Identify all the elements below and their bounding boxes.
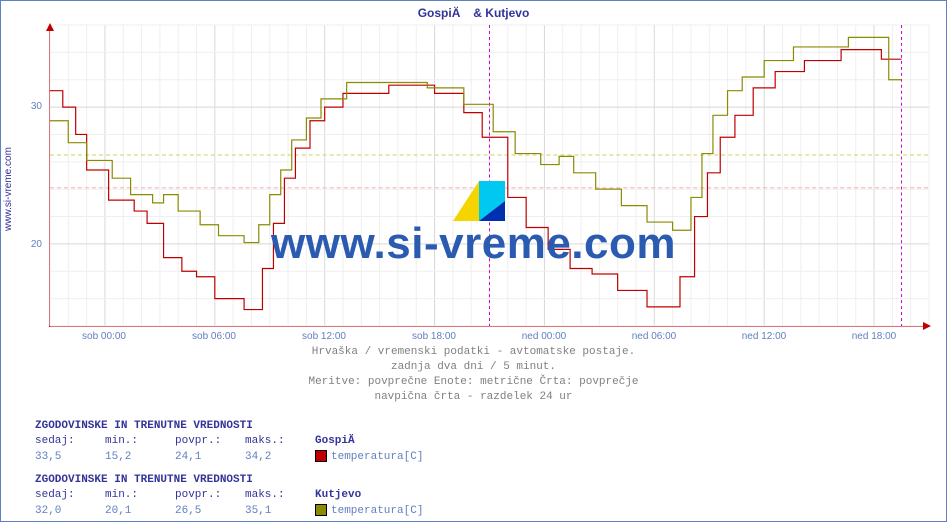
chart-container: www.si-vreme.com GospiÄ & Kutjevo 2030 …	[0, 0, 947, 522]
watermark-logo	[453, 181, 505, 221]
series-name: Kutjevo	[315, 488, 405, 503]
x-tick-label: sob 18:00	[412, 331, 456, 342]
stat-label: maks.:	[245, 488, 315, 503]
chart-plot-area	[49, 25, 929, 327]
stat-label: min.:	[105, 488, 175, 503]
stat-value: 24,1	[175, 450, 245, 465]
stat-label: sedaj:	[35, 434, 105, 449]
stat-value: 35,1	[245, 504, 315, 519]
x-tick-label: ned 00:00	[522, 331, 567, 342]
stats-labels-row: sedaj:min.:povpr.:maks.:GospiÄ	[35, 434, 405, 449]
subtitle-line: navpična črta - razdelek 24 ur	[1, 390, 946, 405]
stats-values-row: 32,020,126,535,1 temperatura[C]	[35, 504, 405, 519]
series-name: GospiÄ	[315, 434, 405, 449]
stat-label: povpr.:	[175, 488, 245, 503]
legend-swatch	[315, 504, 327, 516]
legend-swatch	[315, 450, 327, 462]
chart-svg	[50, 25, 929, 326]
stats-header: ZGODOVINSKE IN TRENUTNE VREDNOSTI	[35, 419, 405, 434]
stats-labels-row: sedaj:min.:povpr.:maks.:Kutjevo	[35, 488, 405, 503]
site-link-vertical[interactable]: www.si-vreme.com	[3, 147, 14, 231]
stat-value: 34,2	[245, 450, 315, 465]
stat-value: 15,2	[105, 450, 175, 465]
legend-label: temperatura[C]	[331, 450, 401, 465]
subtitle-line: Hrvaška / vremenski podatki - avtomatske…	[1, 345, 946, 360]
x-tick-label: sob 12:00	[302, 331, 346, 342]
subtitle-line: zadnja dva dni / 5 minut.	[1, 360, 946, 375]
y-tick-label: 30	[12, 101, 42, 112]
y-tick-label: 20	[12, 239, 42, 250]
x-tick-label: sob 00:00	[82, 331, 126, 342]
x-tick-label: ned 18:00	[852, 331, 897, 342]
stat-label: povpr.:	[175, 434, 245, 449]
stat-value: 20,1	[105, 504, 175, 519]
stat-value: 33,5	[35, 450, 105, 465]
legend-label: temperatura[C]	[331, 504, 401, 519]
stat-label: sedaj:	[35, 488, 105, 503]
stat-value: 32,0	[35, 504, 105, 519]
stats-block-1: ZGODOVINSKE IN TRENUTNE VREDNOSTI sedaj:…	[35, 419, 405, 465]
site-link[interactable]: www.si-vreme.com	[3, 147, 14, 231]
stat-label: min.:	[105, 434, 175, 449]
stats-block-2: ZGODOVINSKE IN TRENUTNE VREDNOSTI sedaj:…	[35, 473, 405, 519]
stats-header: ZGODOVINSKE IN TRENUTNE VREDNOSTI	[35, 473, 405, 488]
stat-value: 26,5	[175, 504, 245, 519]
chart-subtitle: Hrvaška / vremenski podatki - avtomatske…	[1, 345, 946, 404]
x-tick-label: sob 06:00	[192, 331, 236, 342]
chart-title: GospiÄ & Kutjevo	[1, 5, 946, 21]
stat-label: maks.:	[245, 434, 315, 449]
stats-values-row: 33,515,224,134,2 temperatura[C]	[35, 450, 405, 465]
x-tick-label: ned 12:00	[742, 331, 787, 342]
x-tick-label: ned 06:00	[632, 331, 677, 342]
subtitle-line: Meritve: povprečne Enote: metrične Črta:…	[1, 375, 946, 390]
